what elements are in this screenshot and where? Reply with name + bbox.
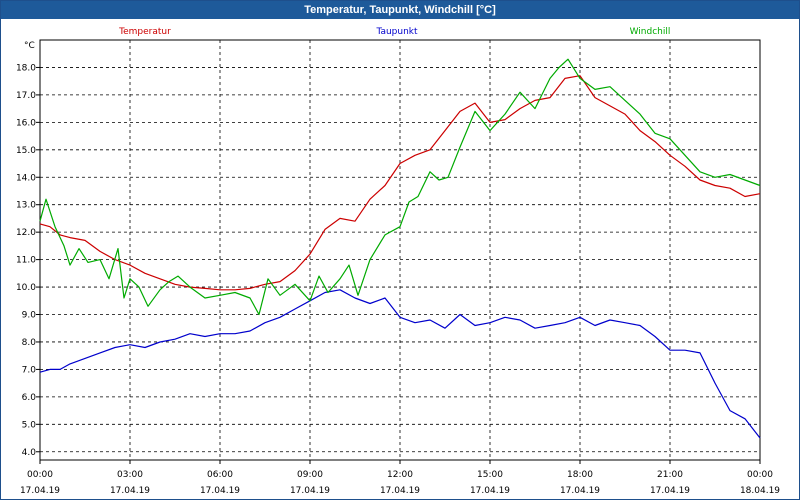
y-tick-label: 18.0 [16,63,36,73]
y-tick-label: 10.0 [16,283,36,293]
legend-entry: Windchill [630,27,671,37]
y-tick-label: 14.0 [16,173,36,183]
y-tick-label: 11.0 [16,256,36,266]
legend: Temperatur Taupunkt Windchill [118,27,670,37]
x-tick-date: 17.04.19 [110,486,150,496]
y-tick-label: 6.0 [22,393,37,403]
series-line-windchill [39,58,761,316]
x-tick-date: 17.04.19 [470,486,510,496]
y-axis-unit: °C [24,41,35,51]
y-tick-label: 12.0 [16,228,36,238]
x-tick-time: 00:00 [747,470,773,480]
x-tick-time: 21:00 [657,470,683,480]
y-axis-ticks: 4.0 5.0 6.0 7.0 8.0 9.0 10.0 11.0 12.0 13.0 14.0 15… [16,63,40,458]
x-tick-date: 17.04.19 [560,486,600,496]
x-tick-date: 17.04.19 [380,486,420,496]
x-tick-time: 15:00 [477,470,503,480]
x-tick-date: 18.04.19 [740,486,780,496]
y-tick-label: 8.0 [22,338,37,348]
y-tick-label: 5.0 [22,420,37,430]
x-tick-date: 17.04.19 [200,486,240,496]
x-tick-time: 09:00 [297,470,323,480]
x-tick-date: 17.04.19 [290,486,330,496]
x-tick-time: 03:00 [117,470,143,480]
x-axis-ticks: 00:00 17.04.19 03:00 17.04.19 06:00 17.04.19 0… [20,460,780,496]
y-tick-label: 17.0 [16,91,36,101]
window-title: Temperatur, Taupunkt, Windchill [°C] [1,1,799,19]
legend-entry: Taupunkt [375,27,418,37]
x-tick-time: 00:00 [27,470,53,480]
series-line-taupunkt [39,289,761,439]
y-tick-label: 13.0 [16,201,36,211]
x-tick-date: 17.04.19 [650,486,690,496]
y-tick-label: 15.0 [16,146,36,156]
series-line-temperatur [39,75,761,291]
x-tick-time: 12:00 [387,470,413,480]
y-tick-label: 7.0 [22,365,37,375]
legend-entry: Temperatur [118,27,171,37]
x-tick-time: 18:00 [567,470,593,480]
x-tick-date: 17.04.19 [20,486,60,496]
grid-lines [40,40,760,460]
series-lines [39,58,761,439]
x-tick-time: 06:00 [207,470,233,480]
y-tick-label: 4.0 [22,448,37,458]
y-tick-label: 9.0 [22,311,37,321]
y-tick-label: 16.0 [16,118,36,128]
